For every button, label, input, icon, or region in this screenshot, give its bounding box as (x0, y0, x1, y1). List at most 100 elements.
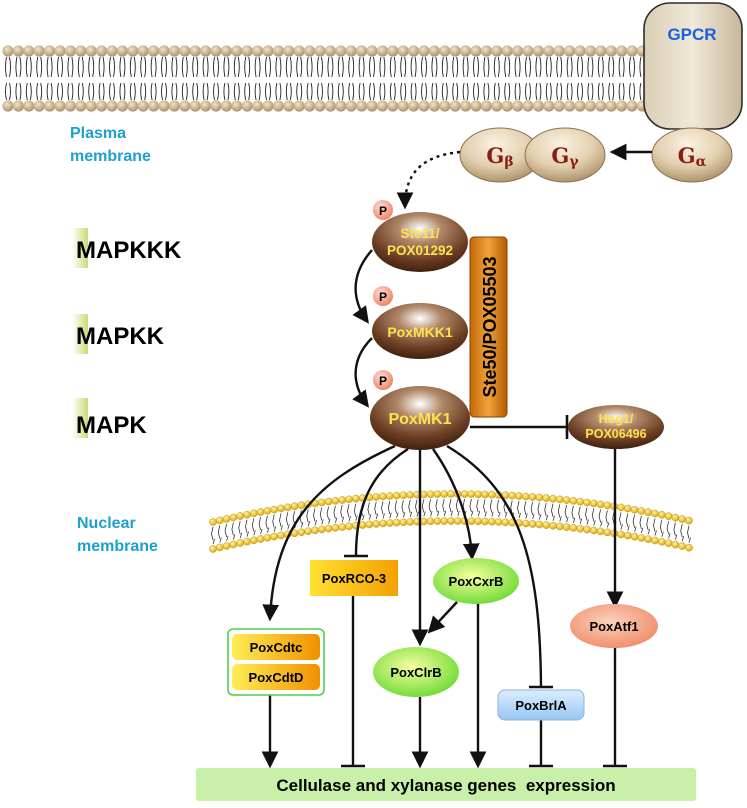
lipid-head (528, 520, 537, 528)
lipid-head (158, 45, 170, 57)
lipid-tail (358, 82, 365, 101)
lipid-tail (597, 56, 604, 78)
lipid-head (508, 491, 517, 500)
lipid-head (137, 100, 149, 112)
lipid-head (574, 100, 586, 112)
lipid-head (33, 100, 45, 112)
lipid-head (324, 100, 336, 112)
hog1-node: Hog1/ POX06496 (568, 405, 664, 449)
lipid-head (617, 530, 625, 539)
lipid-tail (680, 524, 685, 542)
hog1-label-1: Hog1/ (599, 412, 634, 426)
lipid-tail (389, 82, 396, 101)
lipid-head (338, 523, 347, 531)
lipid-tail (442, 498, 447, 517)
lipid-tail (577, 82, 583, 101)
lipid-head (293, 100, 305, 112)
lipid-tail (36, 82, 43, 101)
cdtd-pill (232, 664, 320, 690)
lipid-tail (496, 499, 501, 518)
cxrb-to-clrb-arrow (427, 601, 458, 634)
lipid-tail (171, 56, 178, 78)
lipid-tail (410, 82, 417, 101)
lipid-tail (67, 56, 74, 78)
lipid-head (75, 100, 87, 112)
lipid-tail (608, 56, 615, 78)
hog1-label-2: POX06496 (585, 427, 646, 441)
lipid-head (158, 100, 170, 112)
lipid-head (283, 45, 295, 57)
lipid-head (406, 518, 415, 526)
lipid-tail (285, 56, 292, 78)
lipid-head (658, 538, 666, 546)
lipid-tail (313, 508, 317, 526)
lipid-tail (57, 56, 63, 78)
lipid-tail (410, 56, 417, 78)
lipid-head (304, 527, 313, 536)
lipid-head (236, 512, 244, 520)
lipid-tail (564, 505, 569, 523)
lipid-head (85, 45, 97, 57)
lipid-head (584, 100, 597, 112)
lipid-tail (504, 82, 511, 101)
lipid-tail (258, 516, 263, 535)
lipid-head (584, 45, 597, 57)
lipid-head (231, 45, 243, 57)
ste11-label-1: Ste11/ (400, 226, 439, 241)
lipid-tail (15, 56, 22, 78)
lipid-tail (483, 499, 487, 517)
lipid-tail (514, 82, 521, 101)
lipid-head (220, 45, 232, 57)
lipid-tail (469, 499, 474, 517)
lipid-head (23, 100, 35, 112)
cxrb-label: PoxCxrB (449, 574, 504, 589)
lipid-tail (119, 82, 126, 101)
lipid-head (426, 517, 435, 526)
lipid-head (501, 45, 513, 57)
gpcr-label: GPCR (667, 25, 716, 44)
lipid-head (671, 540, 680, 549)
lipid-head (220, 100, 232, 112)
lipid-tail (387, 500, 392, 519)
lipid-tail (233, 82, 240, 101)
lipid-tail (493, 56, 500, 78)
lipid-head (626, 100, 638, 112)
level-marker (72, 228, 88, 268)
lipid-head (487, 517, 496, 526)
lipid-head (209, 545, 217, 553)
lipid-tail (473, 56, 479, 78)
lipid-head (331, 523, 340, 532)
lipid-head (304, 100, 316, 112)
lipid-head (664, 539, 673, 548)
lipid-head (501, 518, 510, 527)
lipid-head (535, 520, 544, 529)
g-gamma-label: Gγ (551, 143, 579, 170)
lipid-tail (337, 56, 344, 78)
lipid-head (449, 100, 461, 112)
lipid-tail (192, 82, 199, 101)
lipid-tail (326, 506, 331, 524)
lipid-head (626, 45, 638, 57)
lipid-head (293, 45, 305, 57)
lipid-head (595, 100, 607, 112)
lipid-tail (306, 56, 313, 78)
ste11-to-mkk1-arrow (352, 249, 373, 324)
lipid-head (331, 496, 340, 505)
lipid-head (387, 100, 399, 112)
lipid-tail (109, 82, 115, 101)
level-marker (72, 398, 88, 438)
lipid-tail (566, 56, 573, 78)
lipid-tail (535, 82, 542, 101)
edges (261, 143, 652, 769)
lipid-tail (5, 56, 11, 78)
lipid-head (252, 45, 264, 57)
lipid-head (543, 100, 555, 112)
lipid-head (596, 527, 605, 536)
g-gamma-node (524, 127, 606, 183)
lipid-head (467, 490, 476, 498)
lipid-tail (129, 82, 136, 101)
lipid-head (366, 100, 378, 112)
lipid-head (311, 526, 319, 535)
lipid-head (590, 499, 598, 508)
lipid-head (678, 542, 687, 550)
